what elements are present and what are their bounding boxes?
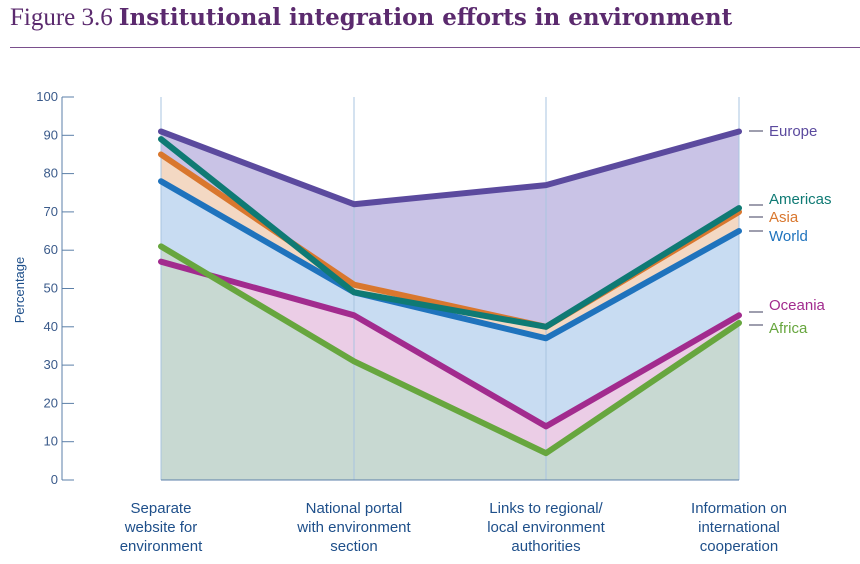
x-axis-categories: Separate website for environment National p… bbox=[120, 500, 787, 555]
x-category-label: with environment bbox=[296, 519, 411, 536]
x-category-label: Links to regional/ bbox=[489, 500, 603, 517]
x-category-label: international bbox=[698, 519, 780, 536]
y-tick-label: 80 bbox=[44, 166, 58, 181]
y-tick-label: 20 bbox=[44, 395, 58, 410]
y-tick-label: 60 bbox=[44, 242, 58, 257]
series-line-oceania bbox=[158, 258, 742, 430]
y-axis: 0 10 20 30 40 50 60 70 80 90 100 bbox=[36, 89, 74, 487]
x-category-label: environment bbox=[120, 538, 203, 555]
series-label-oceania: Oceania bbox=[769, 297, 826, 314]
x-category-label: cooperation bbox=[700, 538, 778, 555]
figure-number: Figure 3.6 bbox=[10, 4, 113, 31]
x-category-label: Information on bbox=[691, 500, 787, 517]
series-lines bbox=[158, 128, 742, 457]
figure-header: Figure 3.6 Institutional integration effo… bbox=[10, 4, 860, 44]
x-category-label: local environment bbox=[487, 519, 605, 536]
y-tick-label: 40 bbox=[44, 319, 58, 334]
x-category-label: Separate bbox=[131, 500, 192, 517]
y-tick-label: 10 bbox=[44, 434, 58, 449]
y-tick-label: 30 bbox=[44, 357, 58, 372]
series-line-americas bbox=[158, 136, 742, 330]
x-category-label: section bbox=[330, 538, 378, 555]
figure-title: Institutional integration efforts in env… bbox=[118, 4, 733, 31]
band-fill-europe bbox=[161, 131, 739, 327]
x-category-label: authorities bbox=[511, 538, 580, 555]
series-line-europe bbox=[158, 128, 742, 208]
y-tick-label: 0 bbox=[51, 472, 58, 487]
series-label-americas: Americas bbox=[769, 191, 832, 208]
series-label-world: World bbox=[769, 228, 808, 245]
y-axis-label: Percentage bbox=[12, 257, 27, 324]
series-line-world bbox=[158, 178, 742, 342]
title-rule bbox=[10, 47, 860, 48]
gridlines bbox=[160, 97, 740, 481]
x-category-label: website for bbox=[124, 519, 198, 536]
band-fill-world bbox=[161, 181, 739, 427]
y-tick-label: 70 bbox=[44, 204, 58, 219]
x-category-label: National portal bbox=[306, 500, 403, 517]
y-tick-label: 90 bbox=[44, 127, 58, 142]
y-tick-label: 50 bbox=[44, 281, 58, 296]
series-label-europe: Europe bbox=[769, 123, 817, 140]
y-tick-label: 100 bbox=[36, 89, 58, 104]
series-label-asia: Asia bbox=[769, 209, 799, 226]
series-label-africa: Africa bbox=[769, 320, 808, 337]
series-line-africa bbox=[158, 243, 742, 457]
